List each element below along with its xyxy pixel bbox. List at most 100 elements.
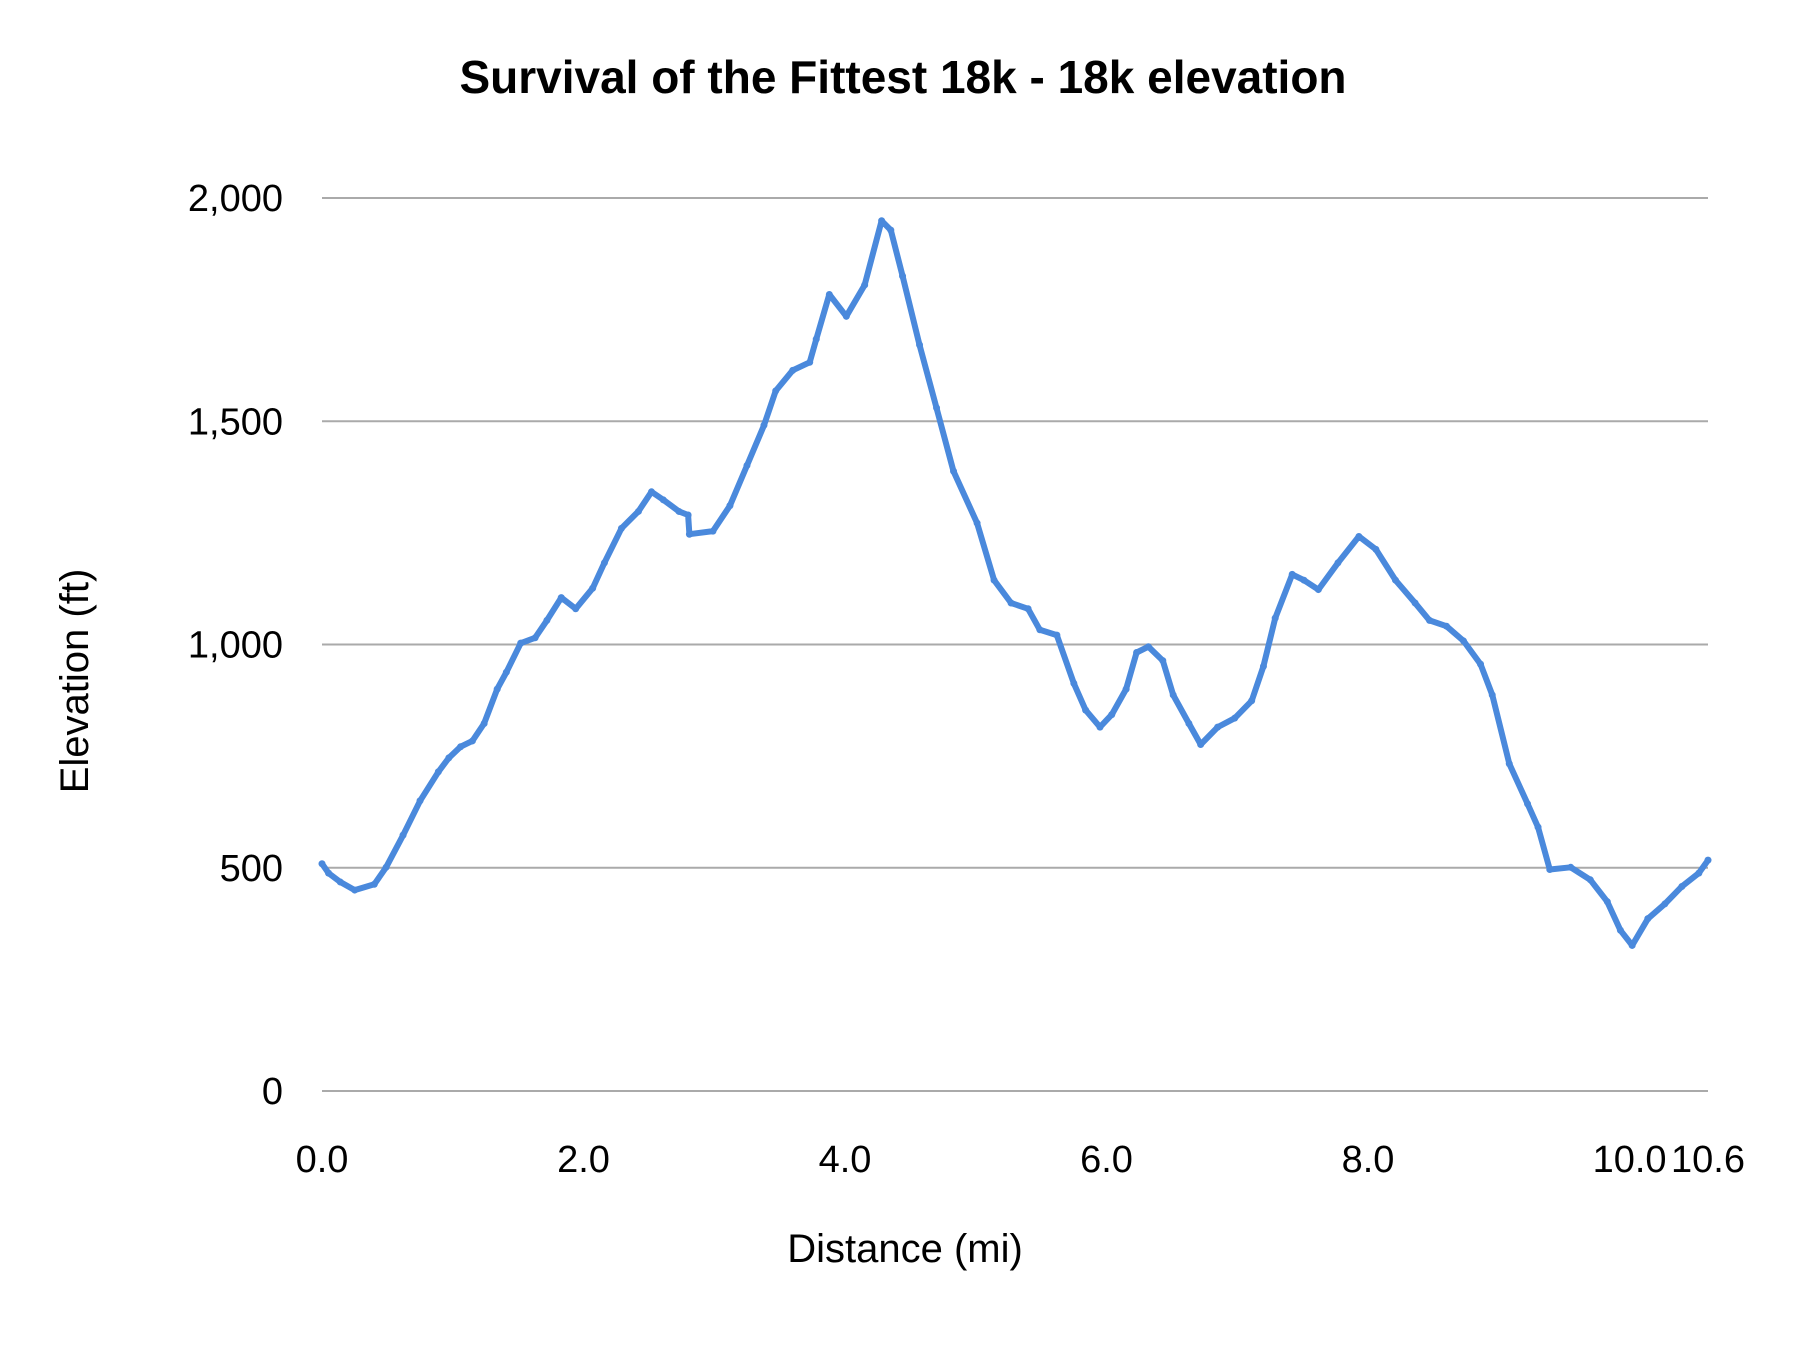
data-point [772, 387, 780, 395]
data-point [1108, 711, 1116, 719]
data-point [825, 290, 833, 298]
x-tick-label: 10.6 [1671, 1139, 1745, 1181]
data-point [1314, 586, 1322, 594]
data-point [933, 404, 941, 412]
data-point [684, 511, 692, 519]
data-point [543, 616, 551, 624]
data-point [1425, 616, 1433, 624]
data-point [531, 634, 539, 642]
data-point [887, 226, 895, 234]
x-tick-label: 10.0 [1593, 1139, 1667, 1181]
data-point [600, 559, 608, 567]
data-point [990, 576, 998, 584]
data-point [1661, 900, 1669, 908]
data-point [445, 754, 453, 762]
data-point [659, 496, 667, 504]
data-point [760, 421, 768, 429]
data-point [685, 530, 693, 538]
data-point [1214, 723, 1222, 731]
x-tick-label: 2.0 [557, 1139, 610, 1181]
data-point [617, 524, 625, 532]
data-point [1082, 706, 1090, 714]
data-point [557, 594, 565, 602]
data-point [1231, 714, 1239, 722]
data-point [789, 366, 797, 374]
data-point [1036, 626, 1044, 634]
data-point [1372, 545, 1380, 553]
data-point [1300, 576, 1308, 584]
y-axis-label: Elevation (ft) [53, 569, 97, 794]
data-point [973, 519, 981, 527]
elevation-series [318, 217, 1712, 949]
data-point [709, 527, 717, 535]
data-point [1133, 649, 1141, 657]
data-point [1488, 691, 1496, 699]
data-point [812, 335, 820, 343]
data-point [1695, 869, 1703, 877]
data-point [480, 720, 488, 728]
data-point [1505, 760, 1513, 768]
data-point [1185, 720, 1193, 728]
data-point [351, 886, 359, 894]
data-point [675, 507, 683, 515]
data-point [434, 768, 442, 776]
data-point [950, 467, 958, 475]
data-point [1288, 570, 1296, 578]
x-tick-label: 0.0 [296, 1139, 349, 1181]
data-point [1704, 856, 1712, 864]
data-point [1616, 926, 1624, 934]
data-point [1603, 898, 1611, 906]
data-point [1024, 605, 1032, 613]
data-point [634, 507, 642, 515]
data-point [502, 668, 510, 676]
data-point [1144, 643, 1152, 651]
data-point [517, 639, 525, 647]
gridlines [322, 197, 1708, 1092]
x-tick-label: 4.0 [819, 1139, 872, 1181]
data-point [468, 737, 476, 745]
y-tick-label: 2,000 [188, 178, 283, 220]
data-point [399, 831, 407, 839]
data-point [1459, 637, 1467, 645]
data-point [1159, 657, 1167, 665]
y-tick-label: 0 [262, 1071, 283, 1113]
data-point [1096, 723, 1104, 731]
data-point [1644, 915, 1652, 923]
data-point [1534, 823, 1542, 831]
data-point [1476, 660, 1484, 668]
data-point [572, 605, 580, 613]
y-tick-label: 1,500 [188, 401, 283, 443]
data-point [457, 743, 465, 751]
y-tick-labels: 0 500 1,000 1,500 2,000 [188, 178, 283, 1113]
data-point [1678, 883, 1686, 891]
data-point [493, 685, 501, 693]
data-point [1053, 631, 1061, 639]
data-point [416, 797, 424, 805]
data-point [370, 880, 378, 888]
data-point [1271, 614, 1279, 622]
data-point [878, 217, 886, 225]
data-point [916, 341, 924, 349]
data-point [726, 502, 734, 510]
data-point [325, 869, 333, 877]
x-tick-labels: 0.0 2.0 4.0 6.0 8.0 10.0 10.6 [296, 1139, 1745, 1181]
data-point [1070, 679, 1078, 687]
data-point [382, 863, 390, 871]
data-point [1355, 532, 1363, 540]
x-tick-label: 8.0 [1342, 1139, 1395, 1181]
data-point [336, 878, 344, 886]
data-point [899, 272, 907, 280]
data-point [1628, 941, 1636, 949]
x-tick-label: 6.0 [1080, 1139, 1133, 1181]
data-point [1391, 576, 1399, 584]
data-point [1586, 876, 1594, 884]
data-point [1259, 662, 1267, 670]
elevation-line [319, 217, 1711, 949]
data-point [1442, 622, 1450, 630]
data-point [1169, 691, 1177, 699]
data-point [589, 584, 597, 592]
y-tick-label: 1,000 [188, 625, 283, 667]
data-point [1334, 559, 1342, 567]
data-point [861, 281, 869, 289]
